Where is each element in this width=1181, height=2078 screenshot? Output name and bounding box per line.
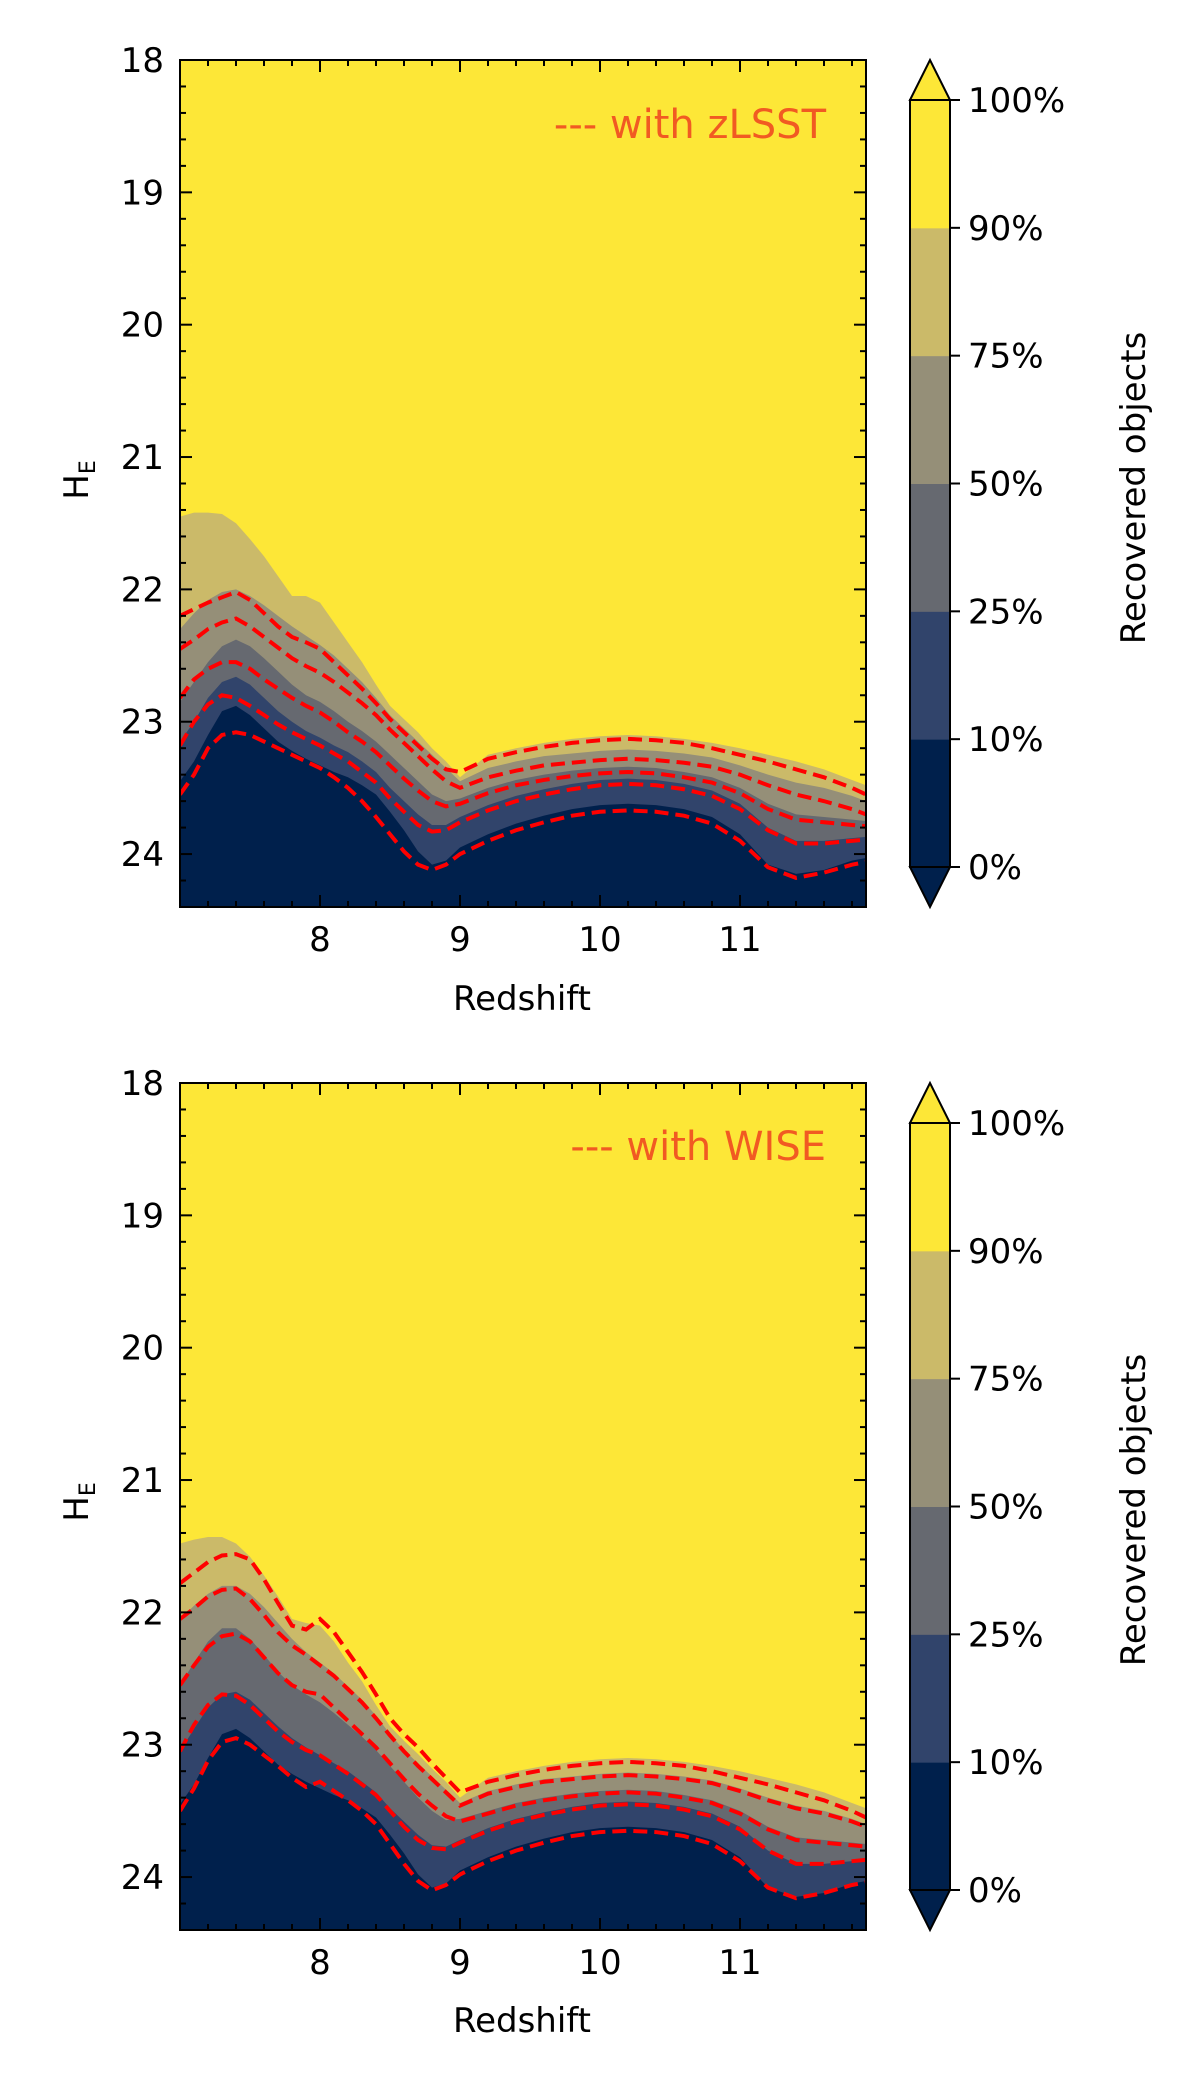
band-below-10pct (180, 705, 866, 907)
colorbar-segment (910, 355, 950, 484)
colorbar-segment (910, 1250, 950, 1380)
colorbar-segment (910, 100, 950, 229)
panel-wise: 8 9 10 11 18 19 20 21 22 23 24 --- with WISE Reds… (57, 1064, 1154, 2041)
colorbar-tick-label: 90% (968, 1232, 1044, 1272)
x-tick-label: 10 (578, 920, 621, 960)
y-axis-label-sub: E (76, 460, 101, 474)
contour-line-4 (180, 1552, 866, 1820)
contour-fills (180, 60, 866, 907)
colorbar-tick-label: 50% (968, 1488, 1044, 1528)
x-tick-label: 11 (718, 920, 761, 960)
y-tick-label: 19 (121, 173, 164, 213)
y-tick-label: 22 (121, 570, 164, 610)
y-axis: 18 19 20 21 22 23 24 (121, 1064, 866, 1931)
colorbar-segment (910, 1123, 950, 1252)
y-tick-label: 24 (121, 835, 164, 875)
colorbar-segment (910, 1634, 950, 1763)
y-tick-label: 18 (121, 41, 164, 81)
colorbar: 0% 10% 25% 50% 75% 90% 100% (908, 57, 1065, 910)
colorbar-tick-label: 75% (968, 337, 1044, 377)
y-axis-label-main: H (57, 1496, 97, 1522)
contour-line-4 (180, 589, 866, 797)
x-axis: 8 9 10 11 (179, 1083, 853, 1983)
colorbar-segment (910, 483, 950, 612)
colorbar-segment (910, 1762, 950, 1891)
y-tick-label: 20 (121, 306, 164, 346)
plot-area (179, 59, 867, 908)
x-tick-label: 8 (309, 920, 331, 960)
y-tick-label: 20 (121, 1329, 164, 1369)
x-axis-label: Redshift (453, 979, 591, 1019)
colorbar-tick-label: 0% (968, 1871, 1022, 1911)
y-axis-label: HE (57, 460, 101, 499)
y-tick-label: 22 (121, 1593, 164, 1633)
colorbar-tick-label: 0% (968, 848, 1022, 888)
colorbar-tick-label: 100% (968, 81, 1065, 121)
contour-line-3 (180, 1586, 866, 1829)
x-tick-label: 11 (718, 1943, 761, 1983)
contour-line-1 (180, 1692, 866, 1866)
y-tick-label: 24 (121, 1858, 164, 1898)
colorbar-tick-label: 25% (968, 1615, 1044, 1655)
contour-line-2 (180, 660, 866, 829)
colorbar-tick-label: 10% (968, 720, 1044, 760)
contour-fills (180, 1083, 866, 1930)
colorbar-label: Recovered objects (1114, 332, 1154, 645)
contour-line-2 (180, 1631, 866, 1849)
svg-text:HE: HE (57, 460, 101, 499)
y-tick-label: 23 (121, 1726, 164, 1766)
panel-zlsst: 8 9 10 11 18 19 20 21 22 23 24 --- with zLSST Red… (57, 41, 1154, 1019)
x-tick-label: 9 (449, 1943, 471, 1983)
contour-line-3 (180, 616, 866, 817)
x-axis: 8 9 10 11 (179, 60, 853, 960)
colorbar-label: Recovered objects (1114, 1354, 1154, 1667)
colorbar: 0% 10% 25% 50% 75% 90% 100% (908, 1080, 1065, 1933)
colorbar-tick-label: 90% (968, 209, 1044, 249)
colorbar-tick-label: 100% (968, 1104, 1065, 1144)
y-axis-label-sub: E (76, 1482, 101, 1496)
colorbar-label-text: Recovered objects (1114, 332, 1154, 645)
y-tick-label: 21 (121, 1461, 164, 1501)
x-tick-label: 10 (578, 1943, 621, 1983)
colorbar-tick-label: 75% (968, 1360, 1044, 1400)
y-tick-label: 18 (121, 1064, 164, 1104)
legend-label: --- with zLSST (554, 102, 827, 148)
colorbar-tick-label: 25% (968, 592, 1044, 632)
colorbar-tick-label: 50% (968, 465, 1044, 505)
contour-line-0 (180, 730, 866, 880)
plot-area (179, 1082, 867, 1931)
x-tick-label: 8 (309, 1943, 331, 1983)
svg-text:HE: HE (57, 1482, 101, 1521)
contour-line-0 (180, 1735, 866, 1901)
x-tick-label: 9 (449, 920, 471, 960)
colorbar-segment (910, 1378, 950, 1507)
legend-label: --- with WISE (570, 1124, 826, 1170)
x-axis-label: Redshift (453, 2001, 591, 2041)
colorbar-segment (910, 739, 950, 868)
colorbar-tick-label: 10% (968, 1743, 1044, 1783)
colorbar-segment (910, 611, 950, 740)
y-axis: 18 19 20 21 22 23 24 (121, 41, 866, 908)
colorbar-segment (910, 227, 950, 357)
contour-line-1 (180, 693, 866, 846)
y-tick-label: 23 (121, 703, 164, 743)
colorbar-segment (910, 1506, 950, 1635)
y-axis-label: HE (57, 1482, 101, 1521)
colorbar-label-text: Recovered objects (1114, 1354, 1154, 1667)
y-tick-label: 21 (121, 438, 164, 478)
y-tick-label: 19 (121, 1196, 164, 1236)
band-below-10pct (180, 1728, 866, 1930)
y-axis-label-main: H (57, 474, 97, 500)
